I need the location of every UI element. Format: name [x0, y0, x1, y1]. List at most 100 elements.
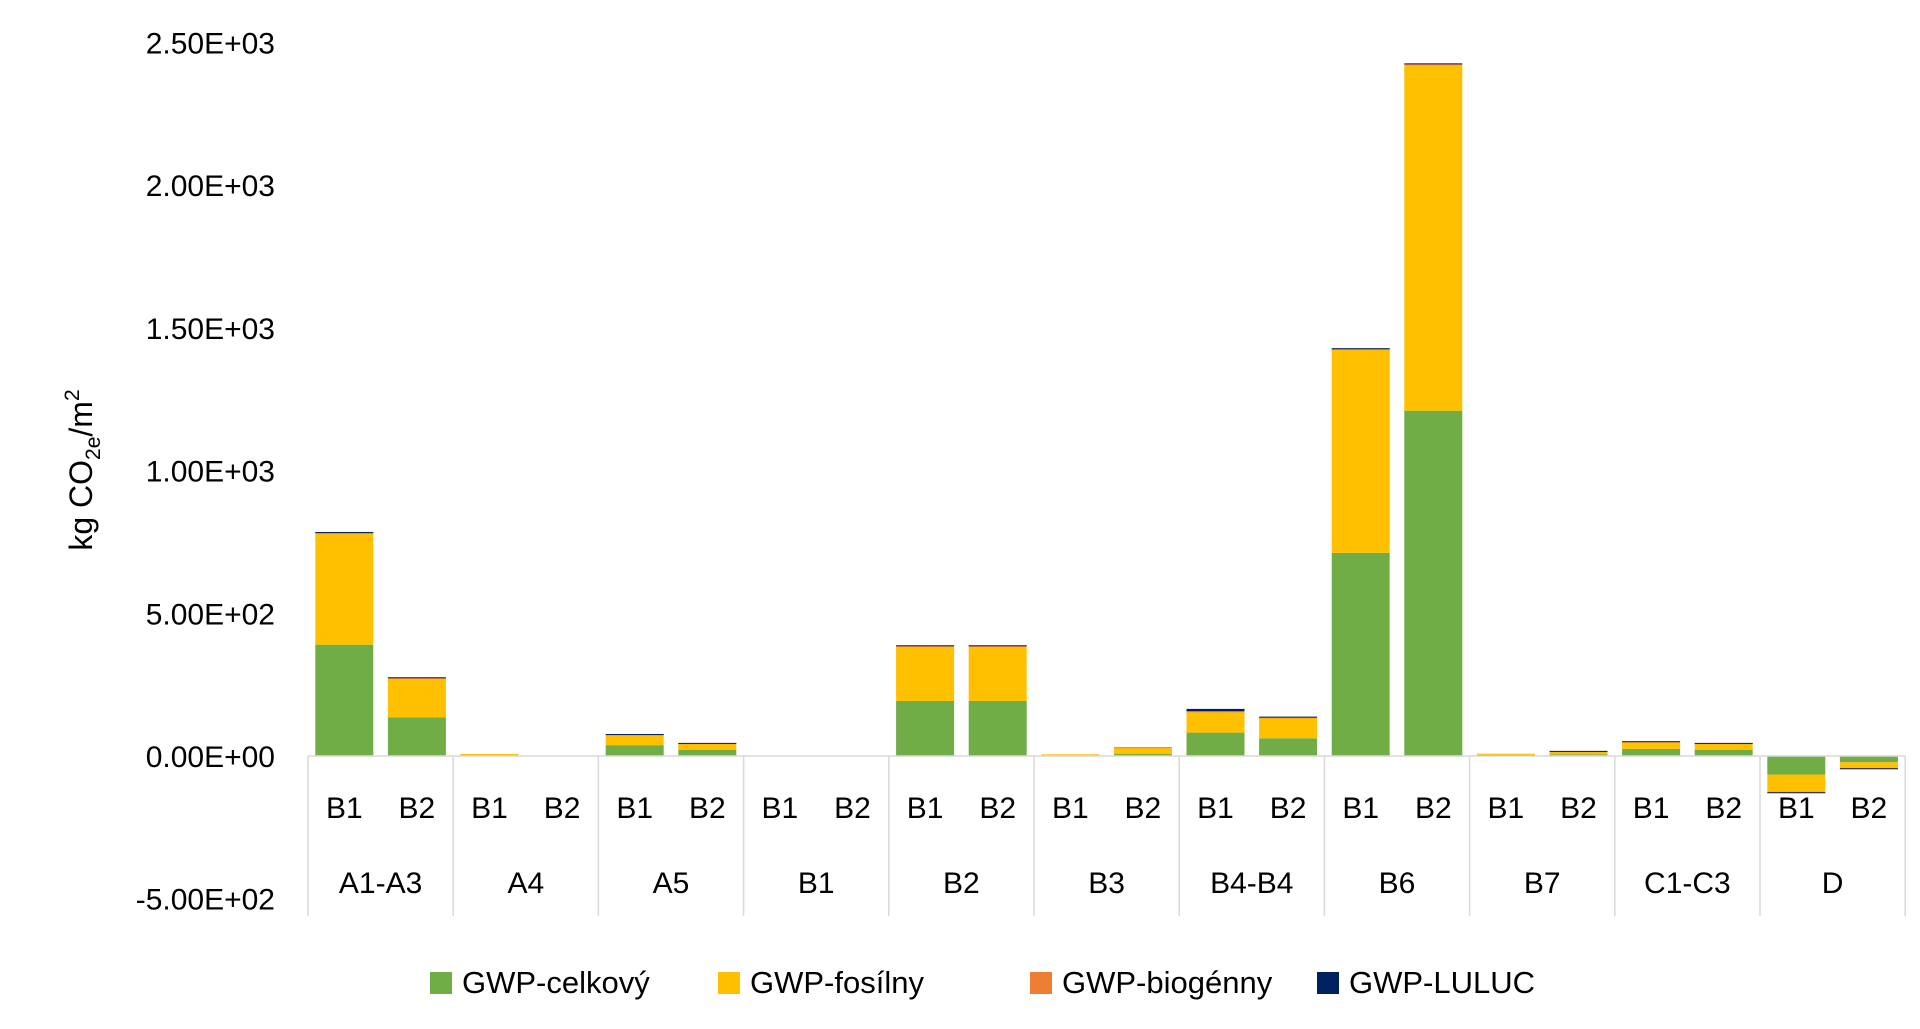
bar-segment — [1839, 756, 1898, 763]
bar-segment — [1041, 754, 1100, 756]
y-axis-label-mid: /m — [63, 401, 99, 437]
bar-segment — [1839, 762, 1898, 768]
subcategory-label: B1 — [616, 792, 653, 825]
bar-segment — [387, 678, 446, 718]
bar-segment — [1622, 748, 1681, 756]
bar-segment — [1113, 747, 1172, 749]
group-label: A4 — [507, 867, 544, 900]
y-tick-label: -5.00E+02 — [136, 884, 275, 917]
subcategory-label: B1 — [326, 792, 363, 825]
group-label: B3 — [1088, 867, 1125, 900]
bar-segment — [1767, 791, 1826, 793]
legend-swatch — [718, 972, 740, 994]
subcategory-label: B1 — [762, 792, 799, 825]
bar-segment — [1476, 753, 1535, 755]
group-label: A5 — [653, 867, 690, 900]
bar-segment — [968, 700, 1027, 756]
y-axis-label-sup: 2 — [61, 389, 84, 401]
legend-label: GWP-biogénny — [1062, 965, 1273, 1000]
y-axis-label-sub: 2e — [82, 437, 105, 460]
group-label: C1-C3 — [1644, 867, 1731, 900]
bar-segment — [1767, 792, 1826, 794]
bar-segment — [605, 734, 664, 746]
subcategory-label: B2 — [689, 792, 726, 825]
bar-segment — [1259, 738, 1318, 756]
bar-segment — [968, 645, 1027, 647]
bar-segment — [1186, 711, 1245, 713]
bar-segment — [678, 742, 737, 744]
subcategory-label: B2 — [1415, 792, 1452, 825]
bar-segment — [460, 754, 519, 756]
bar-segment — [1767, 756, 1826, 775]
bar-segment — [1549, 754, 1608, 756]
legend-swatch — [430, 972, 452, 994]
bar-segment — [1404, 64, 1463, 411]
bar-segment — [1113, 753, 1172, 756]
subcategory-label: B2 — [979, 792, 1016, 825]
subcategory-label: B2 — [399, 792, 436, 825]
group-label: D — [1822, 867, 1844, 900]
legend-label: GWP-celkový — [462, 965, 650, 1000]
bar-segment — [1186, 712, 1245, 733]
bar-segment — [1549, 750, 1608, 752]
bar-segment — [387, 677, 446, 679]
bar-segment — [1331, 348, 1390, 350]
bar-segment — [968, 645, 1027, 647]
group-label: B4-B4 — [1210, 867, 1293, 900]
legend-swatch — [1030, 972, 1052, 994]
bar-segment — [1259, 717, 1318, 739]
group-label: B1 — [798, 867, 835, 900]
svg-text:kg CO2e/m2: kg CO2e/m2 — [61, 389, 105, 550]
bar-segment — [1549, 751, 1608, 755]
bar-segment — [1694, 742, 1753, 744]
legend-swatch — [1317, 972, 1339, 994]
subcategory-label: B1 — [1488, 792, 1525, 825]
y-axis-ticks: -5.00E+02 0.00E+00 5.00E+02 1.00E+03 1.50E+0… — [136, 28, 275, 917]
bar-segment — [387, 717, 446, 756]
bar-segment — [605, 734, 664, 736]
bar-segment — [315, 533, 374, 645]
bar-segment — [1767, 774, 1826, 792]
legend-label: GWP-fosílny — [750, 965, 924, 1000]
y-tick-label: 1.50E+03 — [146, 313, 275, 346]
subcategory-label: B2 — [1270, 792, 1307, 825]
subcategory-label: B2 — [834, 792, 871, 825]
bar-segment — [678, 743, 737, 750]
bar-segment — [1839, 768, 1898, 770]
bar-segment — [896, 646, 955, 701]
group-label: B7 — [1524, 867, 1561, 900]
subcategory-label: B1 — [907, 792, 944, 825]
bar-segment — [315, 532, 374, 534]
bar-segment — [1404, 64, 1463, 66]
bar-segment — [1694, 749, 1753, 756]
bar-segment — [1259, 716, 1318, 718]
bar-segment — [1186, 732, 1245, 756]
group-label: A1-A3 — [339, 867, 422, 900]
y-tick-label: 0.00E+00 — [146, 741, 275, 774]
bar-segment — [1113, 747, 1172, 754]
y-tick-label: 1.00E+03 — [146, 456, 275, 489]
subcategory-label: B1 — [1197, 792, 1234, 825]
y-tick-label: 2.50E+03 — [146, 28, 275, 61]
y-axis-label-prefix: kg CO — [63, 460, 99, 551]
bar-segment — [605, 745, 664, 756]
bar-segment — [896, 645, 955, 647]
subcategory-label: B1 — [1052, 792, 1089, 825]
bar-segment — [1622, 741, 1681, 743]
subcategory-label: B2 — [1560, 792, 1597, 825]
bar-segment — [1404, 63, 1463, 65]
x-axis: B1 B2 A1-A3 B1 B2 A4 B1 B2 A5 B1 B2 B1 B1 B2 B2 B1 B2 B3 B… — [307, 755, 1906, 916]
legend-label: GWP-LULUC — [1349, 965, 1535, 1000]
bar-segment — [896, 645, 955, 647]
bars — [315, 63, 1898, 794]
group-label: B6 — [1379, 867, 1416, 900]
subcategory-label: B2 — [1125, 792, 1162, 825]
y-tick-label: 2.00E+03 — [146, 170, 275, 203]
bar-segment — [315, 531, 374, 533]
bar-segment — [1259, 717, 1318, 719]
subcategory-label: B1 — [1778, 792, 1815, 825]
y-axis-label: kg CO2e/m2 — [61, 389, 105, 550]
subcategory-label: B2 — [1851, 792, 1888, 825]
bar-segment — [968, 646, 1027, 701]
